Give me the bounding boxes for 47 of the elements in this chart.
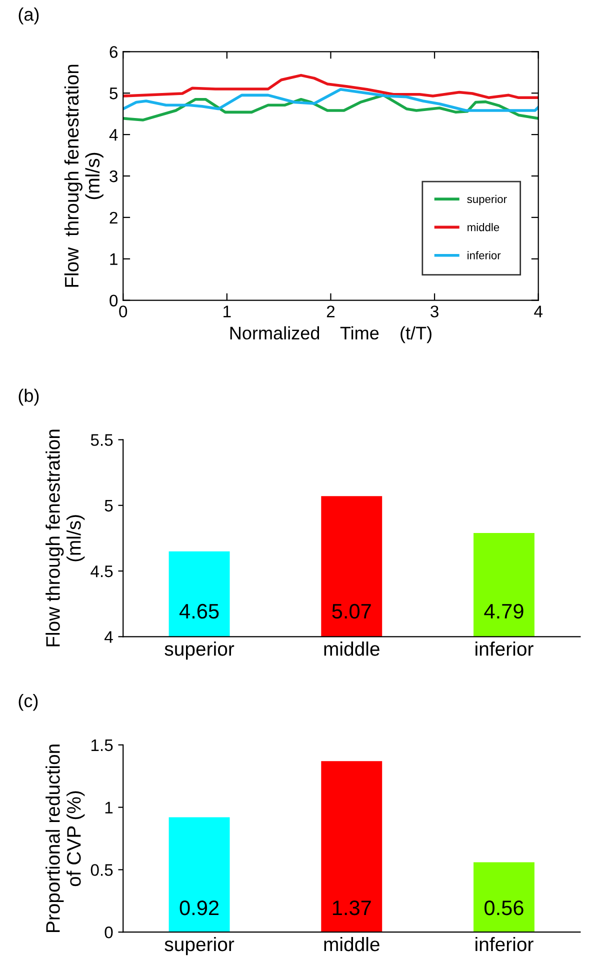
y-tick-label: 0.5 [90,864,113,876]
x-tick-label: 0 [119,306,128,318]
y-tick-label: 1 [110,253,118,265]
x-tick-label: 4 [534,306,542,318]
y-tick-label: 0 [104,926,113,938]
x-tick-label: 3 [430,306,438,318]
legend-label: inferior [468,251,501,260]
x-tick-label: inferior [476,642,534,656]
y-tick-label: 3 [110,170,118,182]
y-tick-label: 0 [110,294,118,307]
data-label: 5.07 [332,604,371,619]
y-tick-label: 5 [110,88,118,100]
data-label: 0.92 [180,900,219,916]
x-tick-label: middle [324,936,380,952]
y-axis-title: Flow through fenestration (ml/s) [64,64,104,287]
y-axis-title: Flow through fenestration (ml/s) [46,430,85,646]
x-tick-label: superior [164,936,234,956]
legend-label: middle [468,223,500,232]
line-series [123,88,538,112]
y-tick-label: 2 [110,212,118,224]
data-label: 4.79 [484,604,524,619]
line-series [123,74,538,100]
data-label: 1.37 [332,900,371,916]
y-axis-title: Proportional reduction of CVP (%) [46,744,85,932]
chart-title: (a) [18,8,39,24]
y-tick-label: 6 [110,46,118,58]
bar [474,862,534,932]
legend-label: superior [467,194,507,206]
x-tick-label: superior [164,642,234,660]
data-label: 0.56 [484,900,524,916]
chart-title: (c) [18,694,38,711]
y-tick-label: 5.5 [90,434,113,446]
bar [321,761,382,932]
x-tick-label: inferior [476,936,534,952]
y-tick-label: 4 [104,631,113,643]
x-tick-label: 1 [224,306,231,318]
y-tick-label: 4 [109,129,118,141]
y-tick-label: 5 [104,500,113,512]
bar [168,817,230,932]
y-tick-label: 1 [105,802,113,814]
chart-title: (b) [18,388,39,406]
data-label: 4.65 [179,604,219,619]
y-tick-label: 1.5 [91,739,113,752]
y-tick-label: 4.5 [90,566,113,578]
x-axis-title: Normalized Time (t/T) [230,326,432,344]
x-tick-label: 2 [326,306,335,318]
x-tick-label: middle [324,642,380,656]
